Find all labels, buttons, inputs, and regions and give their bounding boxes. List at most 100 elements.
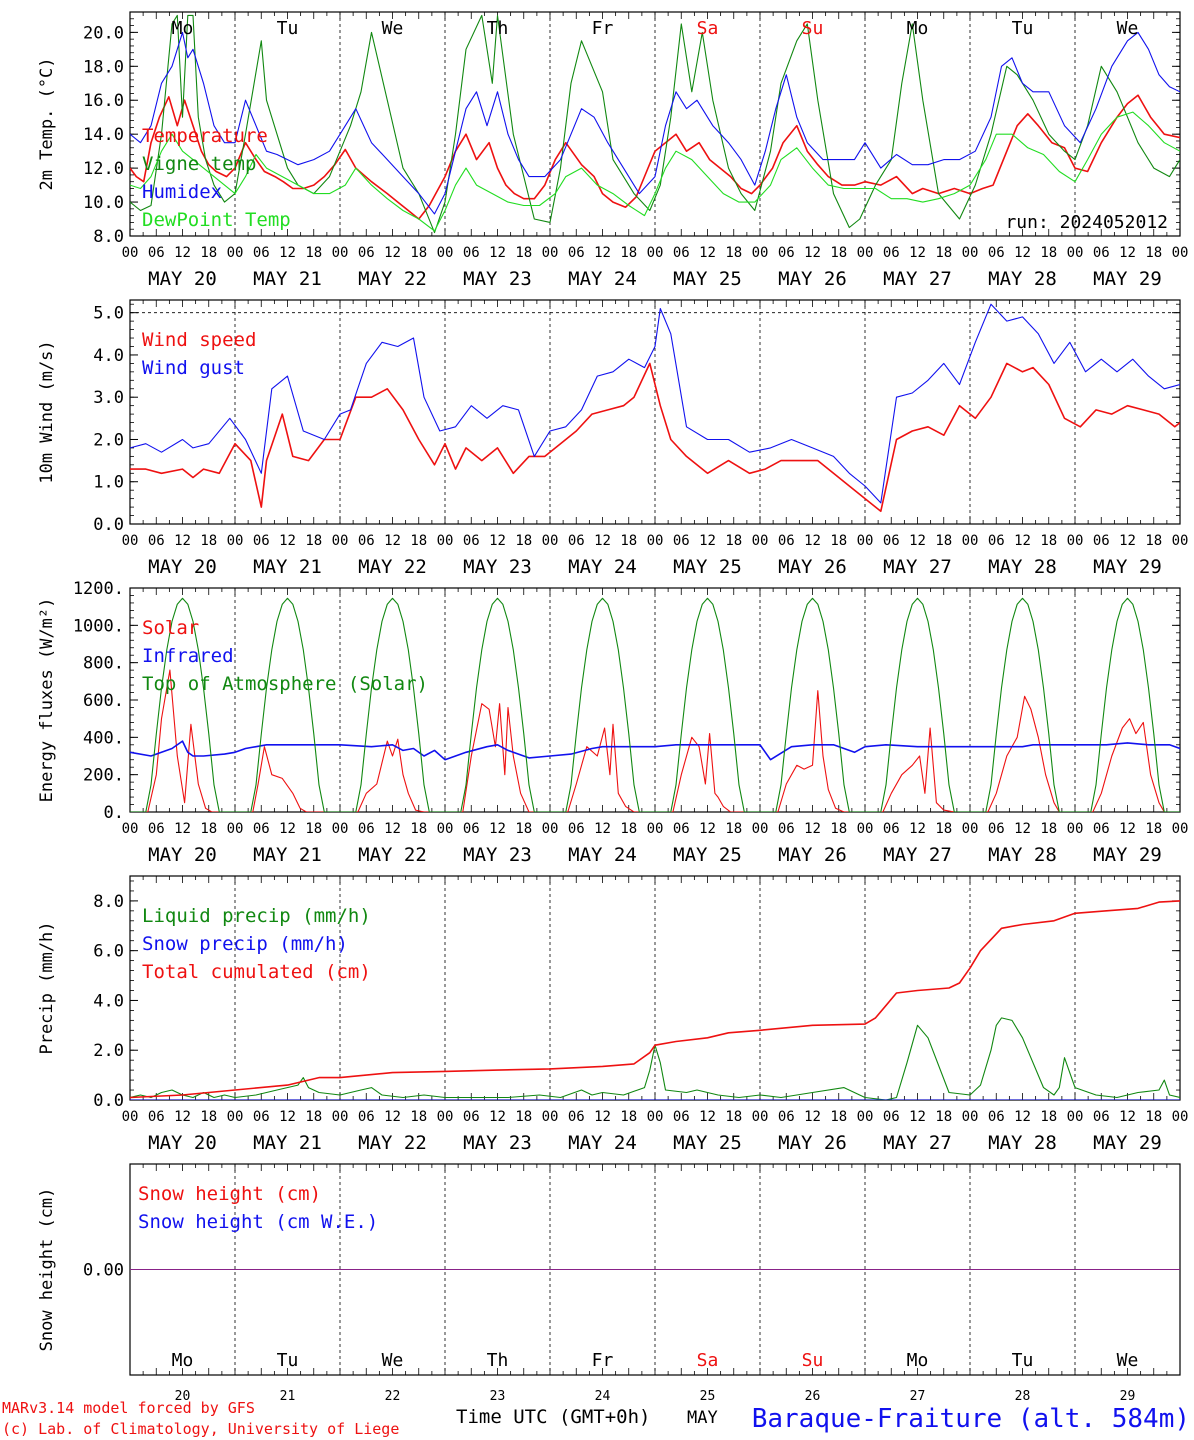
hour-tick-label: 18 (515, 245, 532, 261)
day-abbr-top: Mo (907, 18, 929, 39)
y-tick-label: 1.0 (93, 473, 124, 493)
hour-tick-label: 12 (1014, 245, 1031, 261)
hour-tick-label: 06 (1093, 533, 1110, 549)
hour-tick-label: 00 (752, 533, 769, 549)
day-abbr-top: Sa (697, 18, 719, 39)
credit-line-1: MARv3.14 model forced by GFS (2, 1399, 255, 1417)
hour-tick-label: 12 (699, 1109, 716, 1125)
hour-tick-label: 18 (200, 1109, 217, 1125)
day-abbr-bottom: Mo (172, 1350, 194, 1371)
legend-entry: Total cumulated (cm) (142, 961, 371, 983)
date-label: MAY 23 (463, 1132, 532, 1154)
day-abbr-bottom: Th (487, 1350, 509, 1371)
chart-panel-3: 0. 200. 400. 600. 800. 1000. 1200. Energy fluxe… (37, 579, 1188, 866)
hour-tick-label: 00 (122, 1109, 139, 1125)
hour-tick-label: 12 (1119, 245, 1136, 261)
hour-tick-label: 18 (305, 821, 322, 837)
y-tick-label: 2.0 (93, 1041, 124, 1061)
y-axis-label: 2m Temp. (°C) (37, 57, 57, 190)
hour-tick-label: 12 (804, 245, 821, 261)
xaxis-title: Time UTC (GMT+0h) (456, 1406, 650, 1428)
date-label: MAY 24 (568, 1132, 637, 1154)
hour-tick-label: 18 (410, 821, 427, 837)
hour-tick-label: 06 (1093, 1109, 1110, 1125)
y-tick-label: 200. (83, 766, 124, 786)
hour-tick-label: 06 (358, 533, 375, 549)
hour-tick-label: 06 (148, 821, 165, 837)
y-tick-label: 1000. (73, 616, 124, 636)
hour-tick-label: 12 (384, 821, 401, 837)
legend-entry: Snow precip (mm/h) (142, 933, 348, 955)
hour-tick-label: 18 (620, 533, 637, 549)
hour-tick-label: 00 (752, 821, 769, 837)
hour-tick-label: 12 (384, 533, 401, 549)
hour-tick-label: 00 (857, 821, 874, 837)
hour-tick-label: 12 (594, 1109, 611, 1125)
hour-tick-label: 00 (122, 245, 139, 261)
date-label: MAY 25 (673, 1132, 742, 1154)
hour-tick-label: 00 (1067, 533, 1084, 549)
day-number: 23 (490, 1389, 506, 1404)
hour-tick-label: 18 (1145, 533, 1162, 549)
hour-tick-label: 18 (1040, 821, 1057, 837)
hour-tick-label: 06 (883, 821, 900, 837)
y-axis-label: Precip (mm/h) (37, 921, 57, 1054)
day-number: 29 (1120, 1389, 1136, 1404)
y-tick-label: 0.00 (83, 1261, 124, 1281)
day-abbr-top: Tu (277, 18, 299, 39)
hour-tick-label: 12 (594, 821, 611, 837)
hour-tick-label: 06 (1093, 245, 1110, 261)
hour-tick-label: 12 (909, 245, 926, 261)
series-line-humidex (130, 31, 1180, 215)
hour-tick-label: 12 (594, 245, 611, 261)
y-tick-label: 5.0 (93, 304, 124, 324)
hour-tick-label: 12 (279, 821, 296, 837)
hour-tick-label: 06 (568, 533, 585, 549)
hour-tick-label: 06 (463, 821, 480, 837)
date-label: MAY 20 (148, 844, 217, 866)
date-label: MAY 22 (358, 556, 427, 578)
hour-tick-label: 12 (804, 533, 821, 549)
day-abbr-bottom: Tu (277, 1350, 299, 1371)
hour-tick-label: 00 (542, 821, 559, 837)
hour-tick-label: 06 (148, 533, 165, 549)
y-tick-label: 6.0 (93, 942, 124, 962)
date-label: MAY 27 (883, 1132, 952, 1154)
day-abbr-bottom: Fr (592, 1350, 614, 1371)
hour-tick-label: 18 (200, 821, 217, 837)
y-tick-label: 0. (104, 803, 124, 823)
hour-tick-label: 06 (673, 245, 690, 261)
date-label: MAY 26 (778, 268, 847, 290)
date-label: MAY 29 (1093, 844, 1162, 866)
hour-tick-label: 18 (725, 1109, 742, 1125)
hour-tick-label: 12 (804, 1109, 821, 1125)
y-tick-label: 0.0 (93, 1091, 124, 1111)
day-abbr-top: Th (487, 18, 509, 39)
hour-tick-label: 18 (1040, 1109, 1057, 1125)
day-abbr-top: Tu (1012, 18, 1034, 39)
day-abbr-bottom: Sa (697, 1350, 719, 1371)
hour-tick-label: 12 (699, 533, 716, 549)
hour-tick-label: 12 (909, 821, 926, 837)
series-line-dewpoint-temp (130, 111, 1180, 232)
hour-tick-label: 00 (542, 1109, 559, 1125)
hour-tick-label: 00 (857, 1109, 874, 1125)
hour-tick-label: 00 (647, 533, 664, 549)
date-label: MAY 22 (358, 1132, 427, 1154)
hour-tick-label: 00 (332, 1109, 349, 1125)
series-line-total-cumulated-cm- (130, 900, 1180, 1099)
hour-tick-label: 00 (1172, 821, 1189, 837)
hour-tick-label: 12 (174, 533, 191, 549)
date-label: MAY 24 (568, 844, 637, 866)
date-label: MAY 29 (1093, 268, 1162, 290)
hour-tick-label: 12 (909, 1109, 926, 1125)
y-tick-label: 400. (83, 728, 124, 748)
chart-panel-5: 0.00 Snow height (cm) Snow height (cm) Snow… (37, 1163, 1181, 1404)
day-abbr-bottom: We (382, 1350, 404, 1371)
legend-entry: Vigne temp (142, 153, 256, 175)
date-label: MAY 28 (988, 1132, 1057, 1154)
date-label: MAY 27 (883, 844, 952, 866)
y-tick-label: 4.0 (93, 346, 124, 366)
chart-panel-4: 0.0 2.0 4.0 6.0 8.0 Precip (mm/h) Liquid preci… (37, 875, 1188, 1154)
series-line-infrared (130, 740, 1180, 761)
